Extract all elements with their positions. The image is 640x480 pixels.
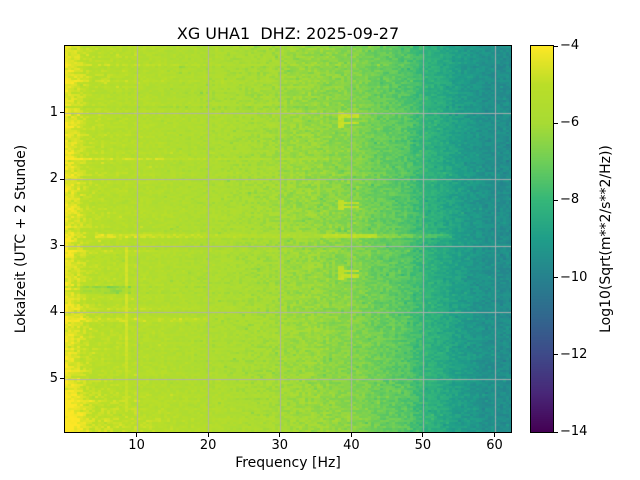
- x-tick-mark: [350, 433, 352, 437]
- colorbar-tick-mark: [554, 199, 558, 201]
- y-tick-mark: [60, 311, 64, 313]
- x-tick-label: 20: [199, 438, 217, 453]
- y-tick-label: 3: [49, 237, 58, 253]
- x-tick-label: 10: [128, 438, 145, 453]
- y-tick-mark: [60, 245, 64, 247]
- x-axis-label: Frequency [Hz]: [235, 455, 341, 471]
- colorbar-tick-label: −14: [560, 424, 588, 439]
- colorbar-tick-mark: [554, 122, 558, 124]
- spectrogram-image: [65, 46, 511, 432]
- y-tick-label: 5: [49, 370, 58, 386]
- colorbar-tick-mark: [554, 431, 558, 433]
- colorbar-gradient: [531, 46, 553, 432]
- colorbar-tick-label: −12: [560, 346, 588, 362]
- x-tick-mark: [279, 433, 281, 437]
- colorbar-label: Log10(Sqrt(m**2/s**2/Hz)): [598, 145, 614, 333]
- x-tick-mark: [422, 433, 424, 437]
- y-axis-label: Lokalzeit (UTC + 2 Stunde): [13, 144, 29, 334]
- y-tick-label: 1: [49, 104, 58, 120]
- x-tick-label: 50: [414, 438, 432, 453]
- y-tick-mark: [60, 378, 64, 380]
- x-tick-mark: [494, 433, 496, 437]
- y-tick-mark: [60, 112, 64, 114]
- colorbar-tick-mark: [554, 45, 558, 47]
- colorbar-tick-mark: [554, 277, 558, 279]
- plot-title: XG UHA1 DHZ: 2025-09-27: [176, 24, 400, 43]
- x-tick-mark: [207, 433, 209, 437]
- colorbar-tick-label: −6: [560, 115, 580, 131]
- y-tick-label: 2: [49, 171, 58, 187]
- y-tick-label: 4: [49, 304, 58, 320]
- x-tick-mark: [136, 433, 138, 437]
- colorbar-tick-label: −10: [560, 269, 588, 285]
- colorbar-tick-mark: [554, 354, 558, 356]
- x-tick-label: 60: [486, 438, 503, 453]
- colorbar-tick-label: −4: [560, 38, 580, 53]
- colorbar: [530, 45, 554, 433]
- plot-area: [64, 45, 512, 433]
- x-tick-label: 40: [343, 438, 360, 453]
- colorbar-tick-label: −8: [560, 192, 580, 208]
- x-tick-label: 30: [271, 438, 289, 453]
- y-tick-mark: [60, 178, 64, 180]
